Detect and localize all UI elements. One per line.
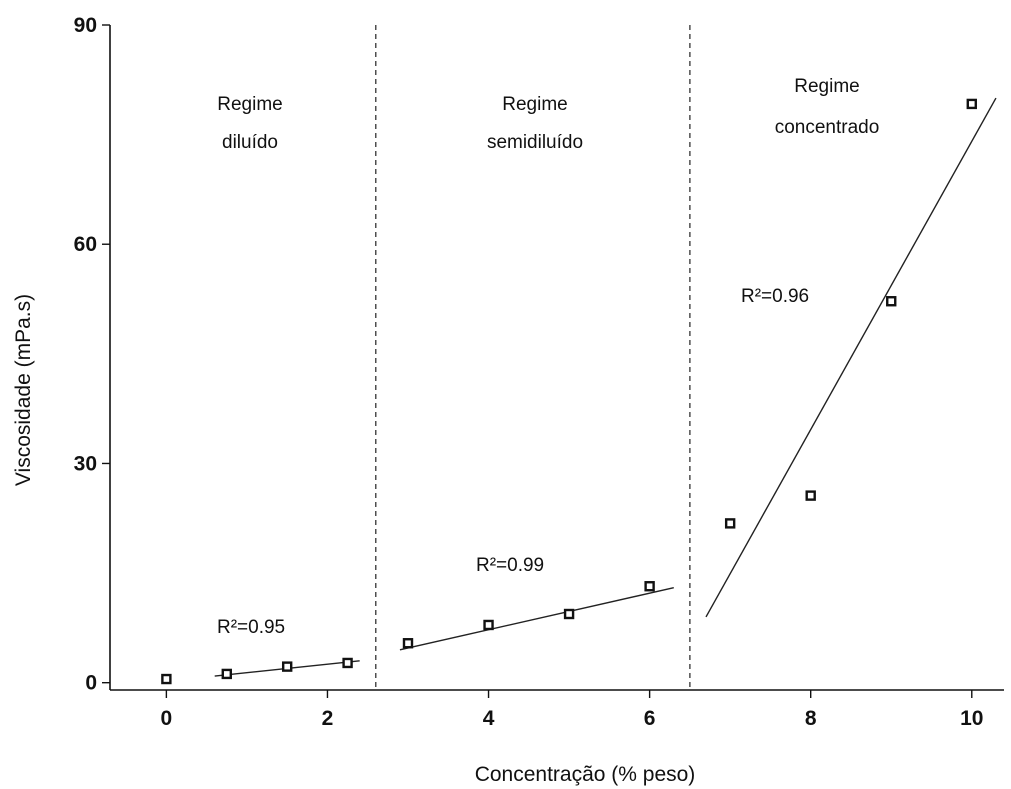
data-point [402,638,414,649]
fit-line [705,97,997,618]
data-point [644,581,655,592]
r2-label-semidiluted: R²=0.99 [476,555,544,576]
y-tick-label: 0 [85,672,97,695]
x-tick-label: 0 [161,707,173,730]
y-tick-label: 60 [74,233,97,256]
y-axis-title: Viscosidade (mPa.s) [12,294,35,486]
axis-ticks: 0 2 4 6 8 10 0 30 60 90 [74,14,984,730]
plot-frame [109,25,1004,691]
data-point [805,490,816,501]
data-point [483,619,494,631]
data-point [221,668,232,680]
regime-dividers [375,25,691,690]
data-point [161,673,172,685]
annotations: Regime diluído Regime semidiluído Regime… [217,76,879,638]
x-tick-label: 10 [960,707,983,730]
regime-2-line1: Regime [502,94,567,115]
data-point [281,661,293,672]
data-point [563,608,575,620]
regime-1-line2: diluído [222,132,278,153]
regime-3-line1: Regime [794,76,859,97]
regime-1-line1: Regime [217,94,282,115]
data-points [161,98,977,685]
regime-3-line2: concentrado [775,117,880,138]
data-point [342,657,353,669]
x-axis-title: Concentração (% peso) [475,763,696,786]
data-point [724,518,736,529]
fit-line [399,587,674,651]
regime-2-line2: semidiluído [487,132,583,153]
data-point [966,98,977,110]
y-tick-label: 90 [74,14,97,37]
x-tick-label: 2 [322,707,334,730]
r2-label-concentrated: R²=0.96 [741,286,809,307]
data-point [886,296,897,307]
x-tick-label: 4 [483,707,495,730]
r2-label-diluted: R²=0.95 [217,617,285,638]
fit-lines [214,97,997,677]
x-tick-label: 8 [805,707,817,730]
y-tick-label: 30 [74,452,97,475]
x-tick-label: 6 [644,707,656,730]
